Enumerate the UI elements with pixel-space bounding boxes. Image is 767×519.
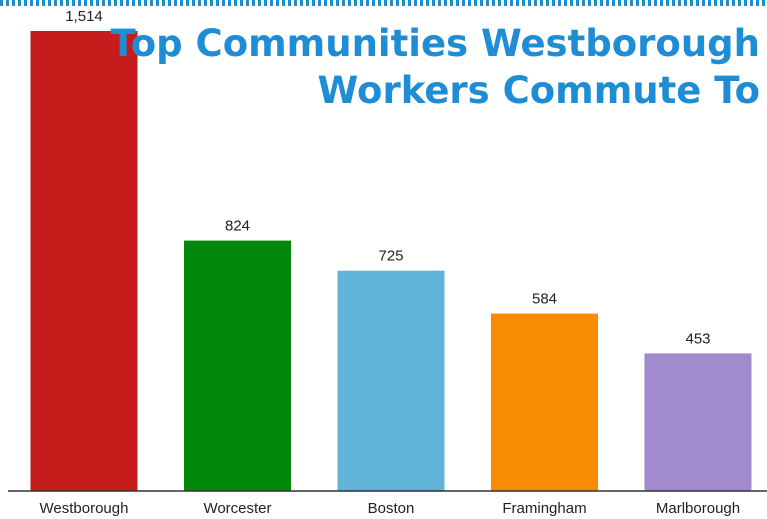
bar-boston	[337, 270, 445, 491]
chart-title-line-1: Top Communities Westborough	[110, 22, 760, 65]
chart-title: Top Communities Westborough Workers Comm…	[110, 22, 760, 112]
value-label-worcester: 824	[225, 218, 250, 235]
value-label-boston: 725	[378, 248, 403, 265]
x-tick-label-framingham: Framingham	[502, 500, 586, 517]
bars-layer	[30, 31, 752, 491]
bar-marlborough	[644, 353, 752, 491]
bar-worcester	[184, 240, 291, 491]
value-label-marlborough: 453	[685, 330, 710, 347]
bar-westborough	[30, 31, 138, 491]
value-label-framingham: 584	[532, 291, 557, 308]
x-tick-label-westborough: Westborough	[40, 500, 129, 517]
value-label-westborough: 1,514	[65, 8, 103, 25]
chart-title-line-2: Workers Commute To	[318, 69, 760, 112]
x-tick-label-boston: Boston	[368, 500, 415, 517]
bar-framingham	[491, 313, 598, 491]
x-tick-label-worcester: Worcester	[203, 500, 271, 517]
x-tick-label-marlborough: Marlborough	[656, 500, 740, 517]
labels-layer: 1,514 Westborough 824 Worcester 725 Boston 584…	[40, 8, 741, 517]
